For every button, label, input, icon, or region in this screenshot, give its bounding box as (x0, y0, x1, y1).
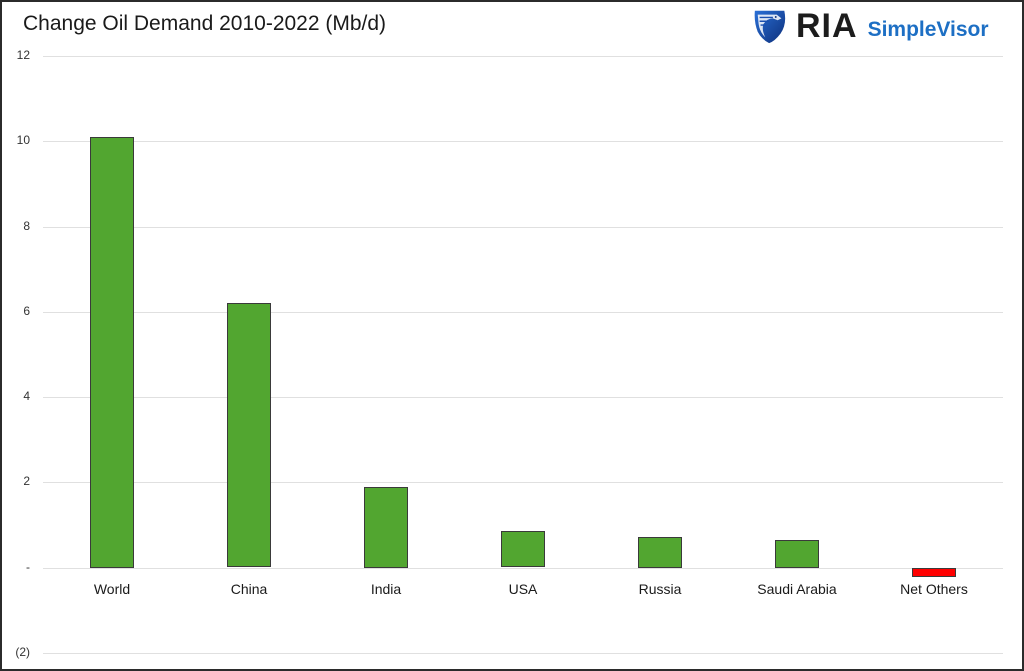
logo-simplevisor-text: SimpleVisor (867, 17, 989, 41)
gridline (43, 312, 1003, 313)
bar-india (364, 487, 408, 568)
logo-ria-text: RIA (796, 7, 858, 45)
eagle-shield-icon (754, 10, 786, 44)
x-axis-category-label: World (93, 581, 131, 597)
gridline (43, 56, 1003, 57)
bar-saudi-arabia (775, 540, 819, 568)
x-axis-category-label: USA (508, 581, 538, 597)
chart-title: Change Oil Demand 2010-2022 (Mb/d) (23, 12, 387, 35)
brand-logo: RIA SimpleVisor (752, 6, 989, 46)
gridline (43, 227, 1003, 228)
x-axis-category-label: Net Others (900, 581, 968, 597)
y-axis-tick-label: 8 (23, 219, 30, 233)
y-axis-tick-label: 4 (23, 389, 30, 403)
bar-russia (638, 537, 682, 568)
x-axis-category-label: India (370, 581, 402, 597)
y-axis-tick-label: - (26, 560, 30, 574)
x-axis-category-label: Saudi Arabia (757, 581, 837, 597)
bar-net-others (912, 568, 956, 577)
y-axis-tick-label: 6 (23, 304, 30, 318)
y-axis-tick-label: (2) (15, 645, 30, 659)
gridline (43, 568, 1003, 569)
bar-china (227, 303, 271, 567)
y-axis-tick-label: 2 (23, 474, 30, 488)
gridline (43, 141, 1003, 142)
gridline (43, 482, 1003, 483)
x-axis-category-label: China (230, 581, 268, 597)
bar-world (90, 137, 134, 568)
y-axis-tick-label: 12 (16, 48, 30, 62)
bar-usa (501, 531, 545, 567)
gridline (43, 653, 1003, 654)
gridline (43, 397, 1003, 398)
x-axis-category-label: Russia (638, 581, 682, 597)
y-axis-tick-label: 10 (16, 133, 30, 147)
